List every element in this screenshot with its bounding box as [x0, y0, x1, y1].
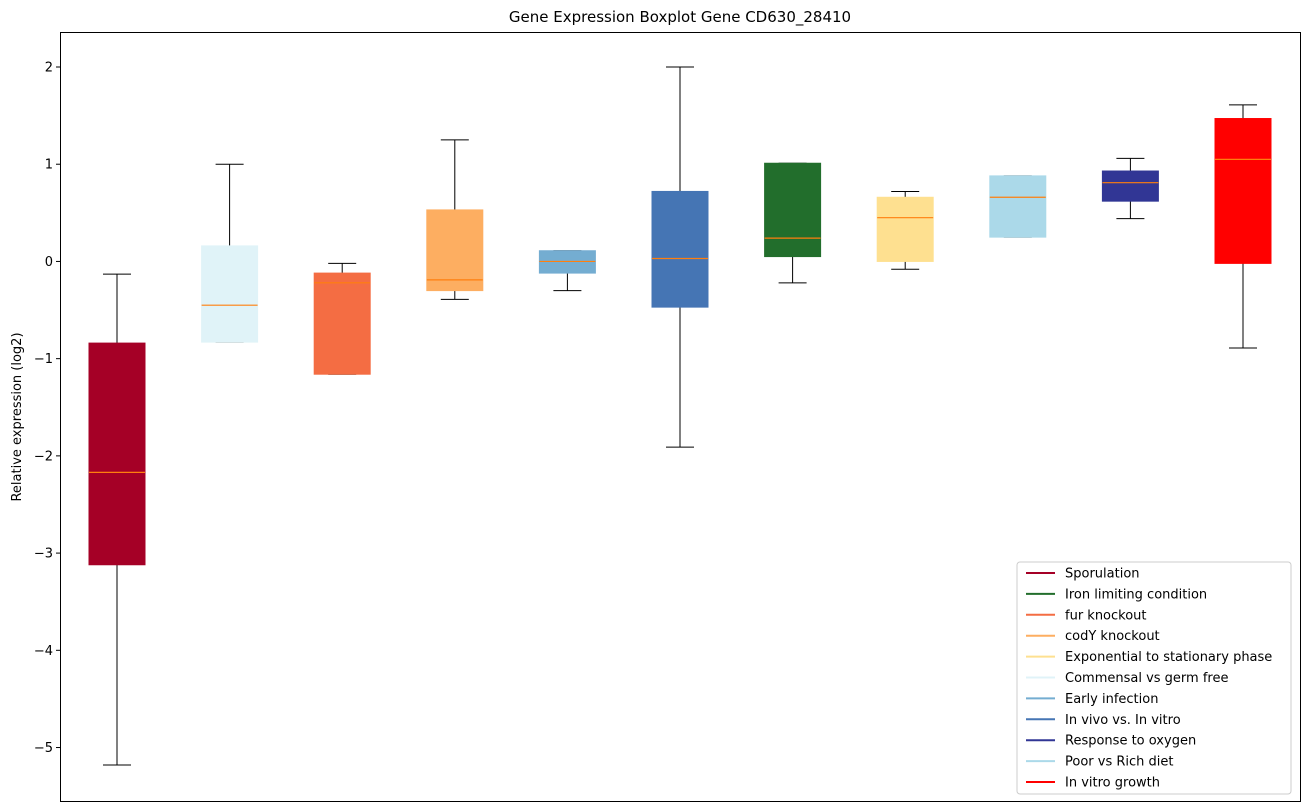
legend-label: Sporulation — [1065, 567, 1140, 582]
y-tick-label: −2 — [34, 449, 53, 464]
box-iqr — [1101, 170, 1159, 202]
legend-entry: codY knockout — [1026, 629, 1160, 644]
box-10 — [1214, 104, 1272, 349]
box-9 — [1101, 157, 1159, 220]
box-3 — [426, 139, 484, 300]
chart-title: Gene Expression Boxplot Gene CD630_28410 — [509, 8, 851, 27]
box-4 — [538, 250, 596, 292]
legend-label: Iron limiting condition — [1065, 587, 1207, 602]
box-iqr — [651, 190, 709, 308]
box-8 — [989, 175, 1047, 238]
y-tick-label: 0 — [45, 255, 53, 270]
legend-entry: In vivo vs. In vitro — [1026, 713, 1181, 728]
boxplot-series — [88, 66, 1272, 766]
legend-entry: Response to oxygen — [1026, 734, 1196, 749]
legend: Sporulation Iron limiting condition fur kn… — [1016, 561, 1292, 795]
legend-entry: In vitro growth — [1026, 776, 1160, 791]
legend-label: Response to oxygen — [1065, 734, 1196, 749]
plot-area-frame — [60, 32, 1301, 802]
y-tick-label: −1 — [34, 352, 53, 367]
legend-entry: Commensal vs germ free — [1026, 671, 1228, 686]
box-5 — [651, 66, 709, 448]
box-iqr — [313, 272, 371, 375]
y-tick-label: −5 — [34, 741, 53, 756]
legend-entry: Poor vs Rich diet — [1026, 755, 1173, 770]
legend-entry: Exponential to stationary phase — [1026, 650, 1272, 665]
y-axis-label: Relative expression (log2) — [10, 332, 25, 501]
box-iqr — [876, 196, 934, 262]
legend-box — [1016, 561, 1292, 795]
y-tick-label: 2 — [45, 60, 53, 75]
box-iqr — [989, 175, 1047, 238]
box-1 — [201, 163, 259, 343]
legend-entry: Sporulation — [1026, 567, 1140, 582]
box-iqr — [201, 245, 259, 343]
legend-label: Poor vs Rich diet — [1065, 755, 1173, 770]
box-iqr — [764, 162, 822, 258]
legend-entry: Iron limiting condition — [1026, 587, 1207, 602]
legend-label: Early infection — [1065, 692, 1158, 707]
legend-entry: Early infection — [1026, 692, 1158, 707]
box-2 — [313, 262, 371, 375]
legend-label: fur knockout — [1065, 608, 1147, 623]
y-axis-ticks: 2 1 0 −1 −2 −3 −4 −5 — [34, 60, 61, 756]
legend-label: Exponential to stationary phase — [1065, 650, 1272, 665]
box-7 — [876, 190, 934, 270]
y-tick-label: 1 — [45, 158, 53, 173]
y-tick-label: −3 — [34, 547, 53, 562]
legend-label: codY knockout — [1065, 629, 1160, 644]
legend-label: In vitro growth — [1065, 776, 1160, 791]
y-tick-label: −4 — [34, 644, 53, 659]
legend-label: Commensal vs germ free — [1065, 671, 1228, 686]
box-0 — [88, 273, 146, 766]
box-iqr — [88, 342, 146, 566]
box-6 — [764, 162, 822, 284]
box-iqr — [1214, 118, 1272, 264]
box-iqr — [426, 209, 484, 292]
legend-label: In vivo vs. In vitro — [1065, 713, 1181, 728]
legend-entry: fur knockout — [1026, 608, 1147, 623]
